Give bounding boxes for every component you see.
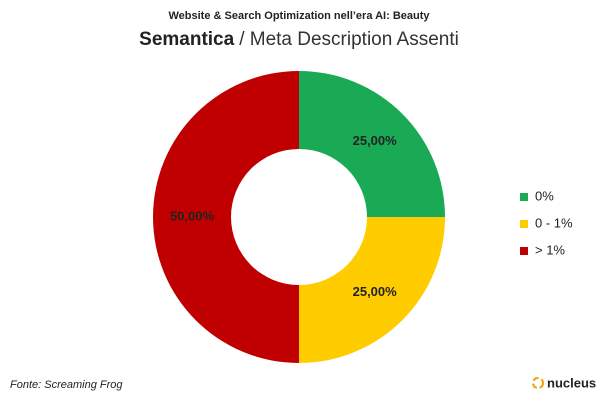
legend-swatch — [520, 193, 528, 201]
data-label: 25,00% — [353, 133, 398, 148]
legend-swatch — [520, 220, 528, 228]
chart-subtitle: Semantica / Meta Description Assenti — [139, 29, 459, 50]
legend-label: 0 - 1% — [535, 215, 573, 230]
logo-text: nucleus — [547, 375, 596, 390]
donut: 25,00% 25,00% 50,00% — [153, 71, 445, 363]
donut-slice — [299, 71, 445, 217]
data-label: 25,00% — [353, 284, 398, 299]
chart-title: Website & Search Optimization nell’era A… — [168, 10, 430, 22]
subtitle-bold: Semantica — [139, 29, 234, 50]
source-note: Fonte: Screaming Frog — [10, 379, 123, 391]
logo-icon — [532, 377, 544, 389]
subtitle: / Meta Description Assenti — [239, 29, 459, 50]
legend-label: 0% — [535, 188, 554, 203]
legend: 0% 0 - 1% > 1% — [520, 188, 573, 257]
donut-slice — [299, 217, 445, 363]
legend-label: > 1% — [535, 242, 565, 257]
data-label: 50,00% — [170, 208, 215, 223]
logo: nucleus — [532, 375, 596, 390]
legend-swatch — [520, 247, 528, 255]
donut-slice — [153, 71, 299, 363]
